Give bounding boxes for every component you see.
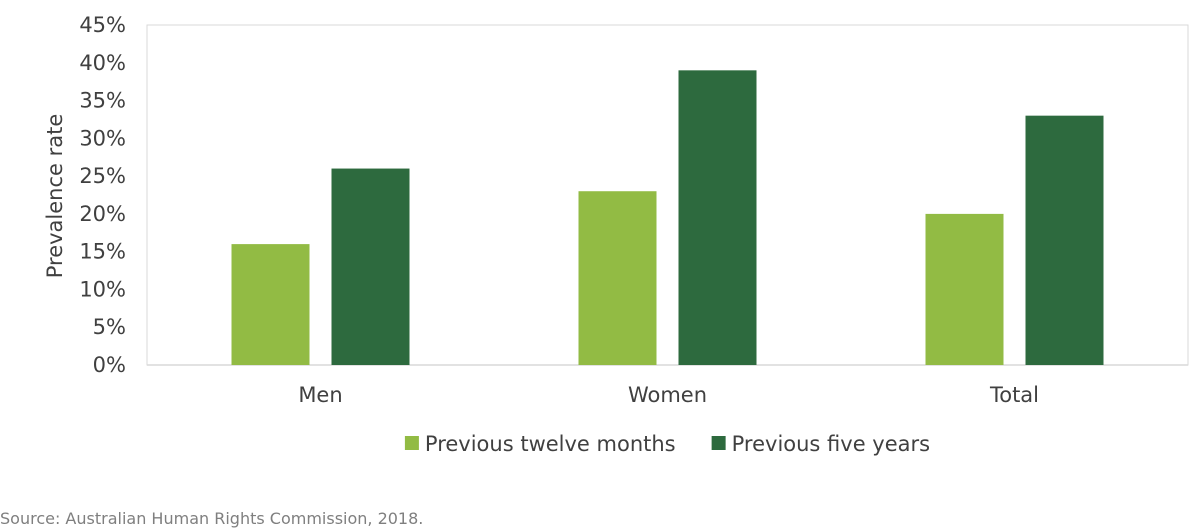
y-tick-label: 30%: [79, 126, 126, 150]
x-tick-label: Total: [989, 383, 1039, 407]
y-tick-label: 25%: [79, 164, 126, 188]
bar-total-series-1: [925, 213, 1004, 365]
y-tick-label: 15%: [79, 240, 126, 264]
legend-item-1: Previous twelve months: [404, 432, 676, 456]
y-tick-label: 0%: [93, 353, 126, 377]
legend-swatch: [711, 436, 726, 450]
y-tick-label: 5%: [93, 315, 126, 339]
y-tick-label: 35%: [79, 89, 126, 113]
legend-item-2: Previous five years: [711, 432, 930, 456]
legend-swatch: [404, 436, 419, 450]
y-tick-label: 40%: [79, 51, 126, 75]
y-tick-label: 45%: [79, 13, 126, 37]
y-tick-label: 10%: [79, 277, 126, 301]
x-tick-label: Men: [298, 383, 342, 407]
legend: Previous twelve months Previous five year…: [404, 432, 930, 456]
bar-men-series-1: [231, 244, 310, 365]
bar-men-series-2: [331, 168, 410, 365]
x-tick-label: Women: [628, 383, 707, 407]
y-axis-label: Prevalence rate: [43, 114, 67, 279]
bars: [231, 70, 1104, 366]
legend-label: Previous twelve months: [425, 432, 676, 456]
y-tick-label: 20%: [79, 202, 126, 226]
x-axis: Men Women Total: [298, 383, 1039, 407]
legend-label: Previous five years: [732, 432, 930, 456]
bar-women-series-2: [678, 70, 757, 365]
source-note: Source: Australian Human Rights Commissi…: [0, 509, 424, 528]
plot-area: [146, 24, 1189, 366]
bar-total-series-2: [1025, 115, 1104, 366]
y-axis: 0% 5% 10% 15% 20% 25% 30% 35% 40% 45%: [79, 13, 126, 377]
bar-women-series-1: [578, 191, 657, 365]
